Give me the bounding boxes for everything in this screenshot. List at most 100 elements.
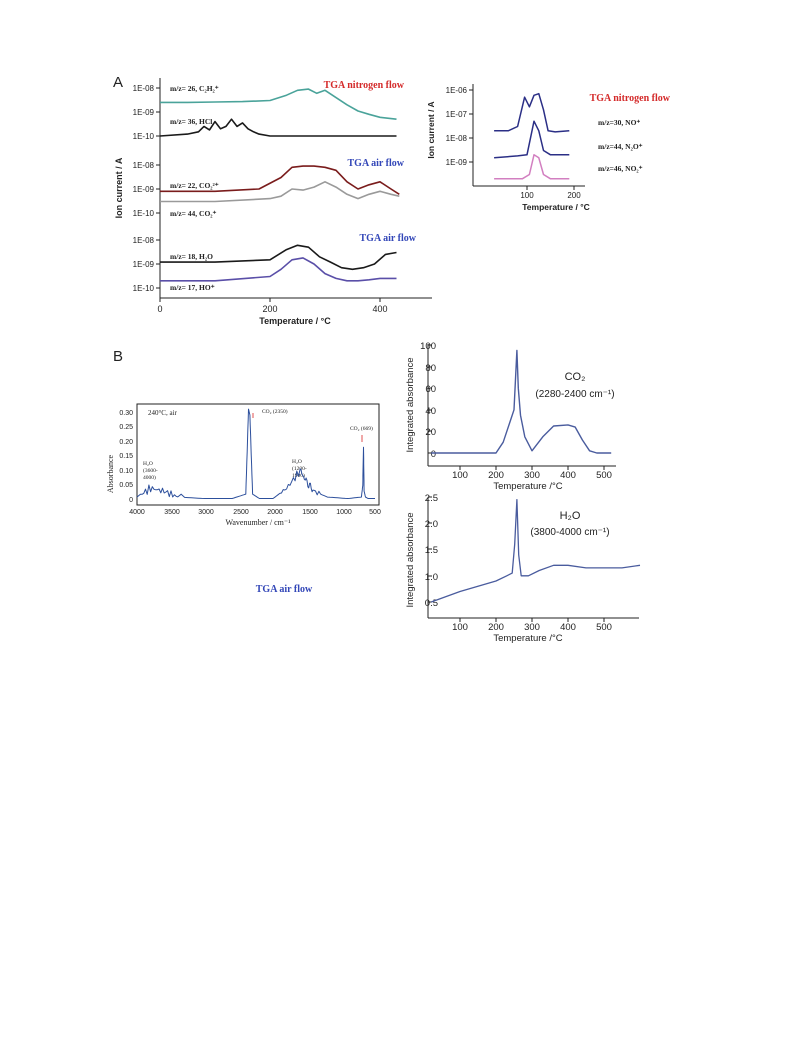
b-co2-ytick-0: 0 <box>431 449 436 460</box>
b-co2-xlabel: Temperature /°C <box>493 481 562 492</box>
b-ftir-peak-h2o-high: H₂O (3600- 4000) <box>143 461 158 481</box>
b-h2o-xtick-200: 200 <box>488 622 504 633</box>
b-h2o-ytick-0-5: 0.5 <box>425 598 438 609</box>
a-right-ytick-0: 1E-06 <box>446 86 468 95</box>
b-ftir-h2o-2-range-a: (1200- <box>292 465 307 472</box>
b-ftir-peak-co2-2350: CO₂ (2350) <box>262 408 288 415</box>
panel-label-b: B <box>113 348 123 365</box>
b-h2o-legend-species: H₂O <box>560 510 581 522</box>
b-h2o-ytick-1-5: 1.5 <box>425 545 438 556</box>
b-ftir-xtick-2500: 2500 <box>233 509 249 516</box>
a-left-ytick-g3-0: 1E-08 <box>133 236 155 245</box>
a-left-label-co2: m/z= 44, CO₂⁺ <box>170 209 217 218</box>
a-left-ytick-labels: 1E-08 1E-09 1E-10 1E-08 1E-09 1E-10 1E-0… <box>133 84 155 293</box>
b-co2-xtick-200: 200 <box>488 470 504 481</box>
b-ftir-ytick-5: 0.05 <box>119 482 133 489</box>
a-left-line-hcl <box>159 118 397 137</box>
a-left-line-co2-2plus <box>160 165 400 195</box>
a-left-ytick-g2-2: 1E-10 <box>133 209 155 218</box>
b-ftir-ytick-6: 0 <box>129 497 133 504</box>
a-left-xtick-200: 200 <box>262 304 277 314</box>
b-ftir-frame <box>136 403 380 506</box>
b-h2o-xlabel: Temperature /°C <box>493 633 562 644</box>
b-h2o-xtick-500: 500 <box>596 622 612 633</box>
a-right-label-no2: m/z=46, NO₂⁺ <box>598 164 643 173</box>
b-co2-ticks <box>428 344 605 470</box>
a-left-title-air-2: TGA air flow <box>360 233 417 244</box>
b-ftir-ytick-labels: 0.30 0.25 0.20 0.15 0.10 0.05 0 <box>119 410 133 504</box>
a-right-series-lines <box>494 92 570 180</box>
panel-b-co2: 100 80 60 40 20 0 100 200 300 400 500 Te… <box>405 341 616 492</box>
a-right-yticks <box>469 89 473 163</box>
a-left-title-nitrogen: TGA nitrogen flow <box>324 80 405 91</box>
b-ftir-xlabel: Wavenumber / cm⁻¹ <box>225 518 291 527</box>
a-right-label-n2o: m/z=44, N₂O⁺ <box>598 142 643 151</box>
a-left-title-air-1: TGA air flow <box>348 158 405 169</box>
b-co2-ytick-100: 100 <box>420 341 436 352</box>
b-co2-trace <box>431 349 612 454</box>
a-right-label-no: m/z=30, NO⁺ <box>598 118 640 127</box>
a-left-line-c2h2 <box>160 88 397 120</box>
a-right-ylabel: Ion current / A <box>426 101 436 158</box>
panel-b-h2o: 2.5 2.0 1.5 1.0 0.5 100 200 300 400 500 … <box>405 493 641 644</box>
b-ftir-h2o-2-label: H₂O <box>292 459 302 465</box>
a-right-ytick-2: 1E-08 <box>446 134 468 143</box>
a-left-line-co2 <box>160 181 400 203</box>
panel-a-right: 1E-06 1E-07 1E-08 1E-09 100 200 Temperat… <box>426 84 671 212</box>
a-right-xtick-100: 100 <box>520 191 534 200</box>
a-left-yticks <box>156 87 160 289</box>
a-left-xtick-400: 400 <box>372 304 387 314</box>
b-ftir-spectrum-line <box>136 408 375 499</box>
b-h2o-xtick-100: 100 <box>452 622 468 633</box>
a-left-xtick-0: 0 <box>157 304 162 314</box>
a-left-ytick-g2-0: 1E-08 <box>133 161 155 170</box>
b-co2-ytick-labels: 100 80 60 40 20 0 <box>420 341 436 460</box>
a-right-xtick-200: 200 <box>567 191 581 200</box>
a-right-title: TGA nitrogen flow <box>590 93 671 104</box>
b-co2-ylabel: Integrated absorbance <box>405 357 416 452</box>
b-ftir-h2o-1-range-a: (3600- <box>143 467 158 474</box>
b-ftir-peak-co2-669: CO₂ (669) <box>350 425 373 432</box>
b-co2-ytick-60: 60 <box>425 384 436 395</box>
a-right-line-n2o <box>494 120 570 159</box>
a-right-ytick-3: 1E-09 <box>446 158 468 167</box>
b-ftir-ytick-0: 0.30 <box>119 410 133 417</box>
b-co2-xtick-400: 400 <box>560 470 576 481</box>
b-co2-ytick-80: 80 <box>425 363 436 374</box>
b-ftir-xtick-500: 500 <box>369 509 381 516</box>
b-ftir-xtick-1000: 1000 <box>336 509 352 516</box>
a-left-label-ho: m/z= 17, HO⁺ <box>170 283 215 292</box>
a-right-series-labels: m/z=30, NO⁺ m/z=44, N₂O⁺ m/z=46, NO₂⁺ <box>598 118 643 173</box>
b-h2o-trace <box>430 498 641 603</box>
a-right-xtick-labels: 100 200 <box>520 191 581 200</box>
a-left-ytick-g1-0: 1E-08 <box>133 84 155 93</box>
b-co2-xtick-500: 500 <box>596 470 612 481</box>
b-ftir-xtick-2000: 2000 <box>267 509 283 516</box>
a-left-ylabel: Ion current / A <box>114 157 124 218</box>
b-ftir-xtick-1500: 1500 <box>302 509 318 516</box>
b-ftir-ytick-1: 0.25 <box>119 424 133 431</box>
b-ftir-ytick-3: 0.15 <box>119 453 133 460</box>
b-ftir-h2o-1-range-b: 4000) <box>143 474 156 481</box>
a-left-xtick-labels: 0 200 400 <box>157 304 387 314</box>
b-ftir-annotation: 240°C, air <box>148 409 178 417</box>
a-left-label-hcl: m/z= 36, HCl <box>170 117 212 126</box>
b-h2o-ytick-labels: 2.5 2.0 1.5 1.0 0.5 <box>425 493 438 609</box>
b-h2o-ticks <box>428 496 605 622</box>
a-left-ytick-g3-1: 1E-09 <box>133 260 155 269</box>
a-left-line-h2o <box>160 244 397 271</box>
b-h2o-xtick-300: 300 <box>524 622 540 633</box>
b-ftir-ytick-2: 0.20 <box>119 439 133 446</box>
panel-a-left: 1E-08 1E-09 1E-10 1E-08 1E-09 1E-10 1E-0… <box>114 78 432 326</box>
b-h2o-ylabel: Integrated absorbance <box>405 512 416 607</box>
b-h2o-xtick-labels: 100 200 300 400 500 <box>452 622 612 633</box>
b-ftir-h2o-1-label: H₂O <box>143 461 153 467</box>
b-co2-xtick-100: 100 <box>452 470 468 481</box>
b-co2-legend-species: CO₂ <box>565 371 586 383</box>
a-left-series-lines <box>159 88 400 282</box>
a-right-line-no <box>494 92 570 133</box>
b-co2-xtick-300: 300 <box>524 470 540 481</box>
a-right-ytick-1: 1E-07 <box>446 110 468 119</box>
a-right-line-no2 <box>494 154 570 180</box>
b-ftir-xtick-4000: 4000 <box>129 509 145 516</box>
